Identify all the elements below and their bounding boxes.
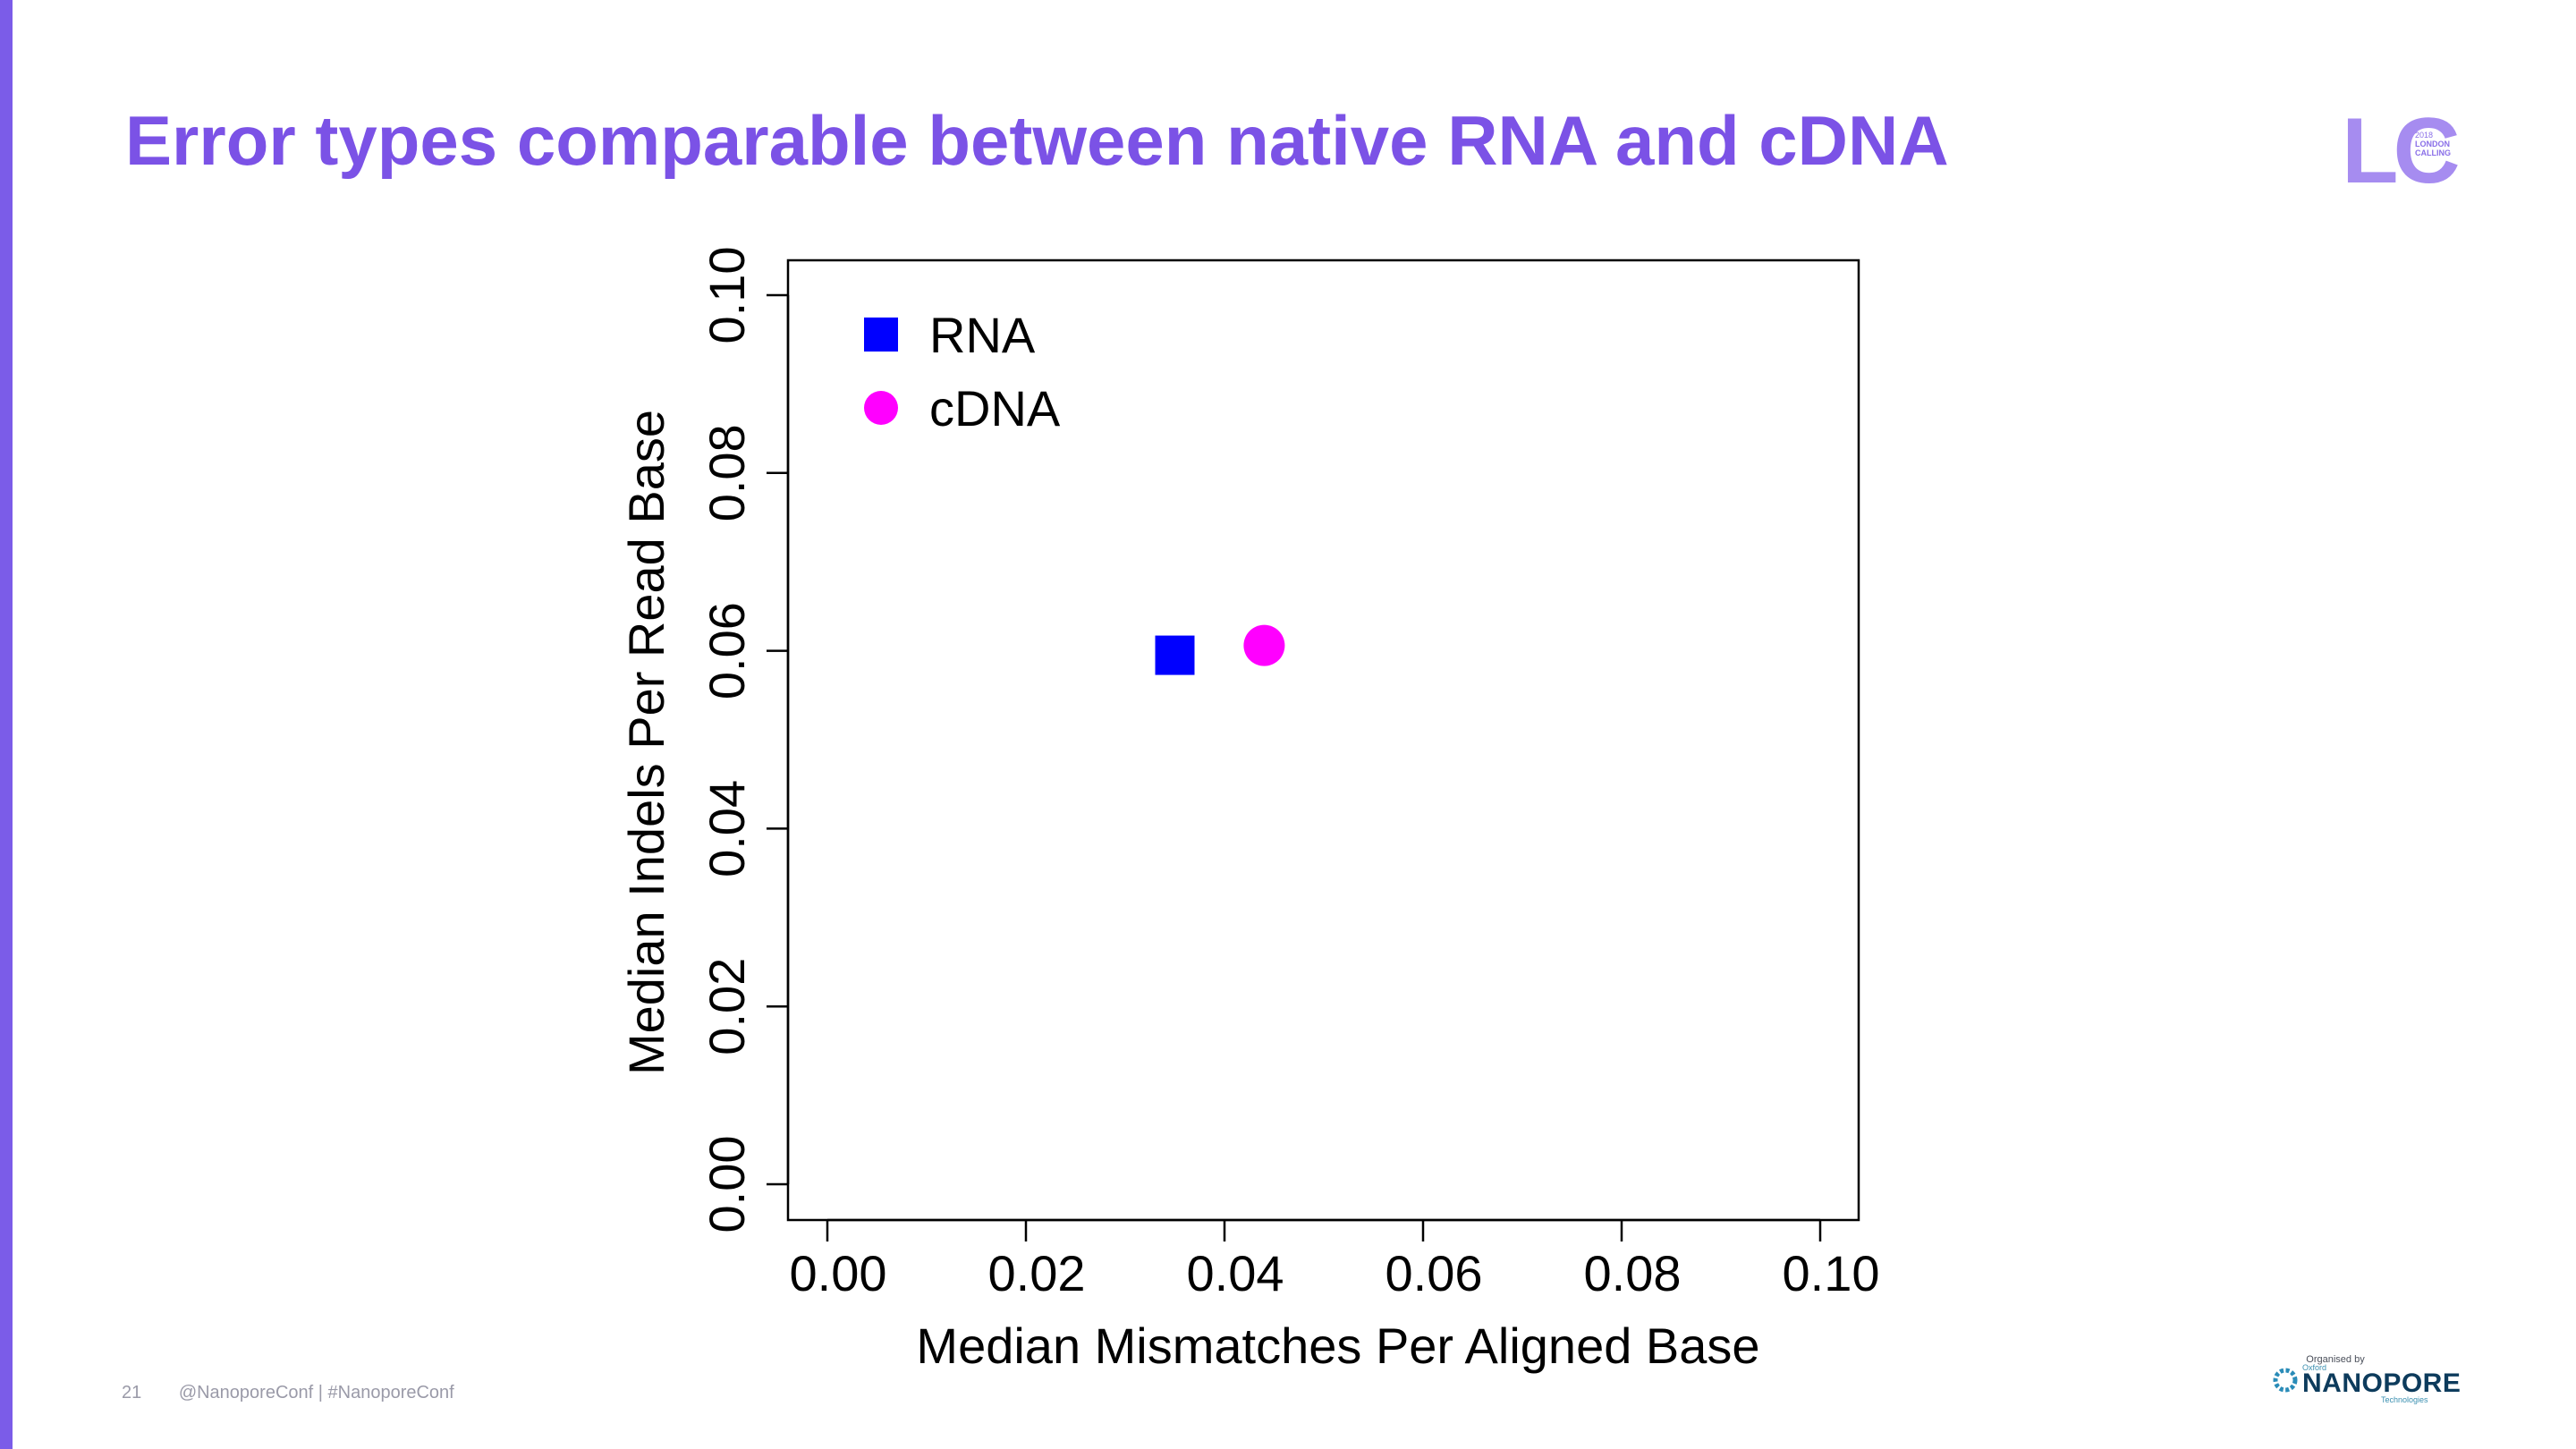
x-axis-title: Median Mismatches Per Aligned Base — [916, 1318, 1759, 1374]
legend-label-rna: RNA — [929, 307, 1036, 363]
x-tick-label: 0.08 — [1584, 1245, 1682, 1301]
accent-bar — [0, 0, 13, 1449]
y-axis-title: Median Indels Per Read Base — [618, 410, 674, 1075]
data-point-cdna — [1243, 624, 1285, 666]
y-tick-label: 0.10 — [699, 247, 755, 344]
slide-title: Error types comparable between native RN… — [125, 101, 1949, 180]
x-tick-label: 0.06 — [1385, 1245, 1483, 1301]
y-tick-label: 0.08 — [699, 424, 755, 521]
nanopore-sub: Oxford — [2302, 1363, 2327, 1372]
y-tick-label: 0.00 — [699, 1136, 755, 1233]
organised-by-label: Organised by — [2306, 1354, 2365, 1365]
logo-letters: LC — [2342, 100, 2459, 190]
organiser-logo: Organised by Oxford NANOPORE Technologie… — [2270, 1349, 2467, 1411]
y-tick-label: 0.04 — [699, 780, 755, 877]
x-tick-label: 0.04 — [1187, 1245, 1284, 1301]
legend-marker-cdna — [864, 391, 898, 425]
legend-label-cdna: cDNA — [929, 380, 1061, 436]
page-number: 21 — [122, 1383, 142, 1402]
logo-line2: CALLING — [2415, 148, 2451, 157]
data-point-rna — [1155, 635, 1195, 675]
logo-line1: LONDON — [2415, 140, 2450, 148]
logo-year: 2018 — [2415, 131, 2433, 140]
nanopore-tagline: Technologies — [2381, 1395, 2428, 1404]
x-tick-label: 0.10 — [1783, 1245, 1880, 1301]
footer: 21 @NanoporeConf | #NanoporeConf — [122, 1383, 454, 1403]
london-calling-logo: LC 2018 LONDON CALLING — [2342, 100, 2464, 190]
y-tick-label: 0.06 — [699, 602, 755, 699]
x-tick-label: 0.00 — [790, 1245, 887, 1301]
footer-handle: @NanoporeConf | #NanoporeConf — [178, 1383, 454, 1402]
legend-marker-rna — [864, 318, 898, 352]
x-tick-label: 0.02 — [988, 1245, 1086, 1301]
nanopore-name: NANOPORE — [2302, 1368, 2462, 1398]
y-tick-label: 0.02 — [699, 958, 755, 1055]
nanopore-gear-icon — [2273, 1368, 2298, 1393]
